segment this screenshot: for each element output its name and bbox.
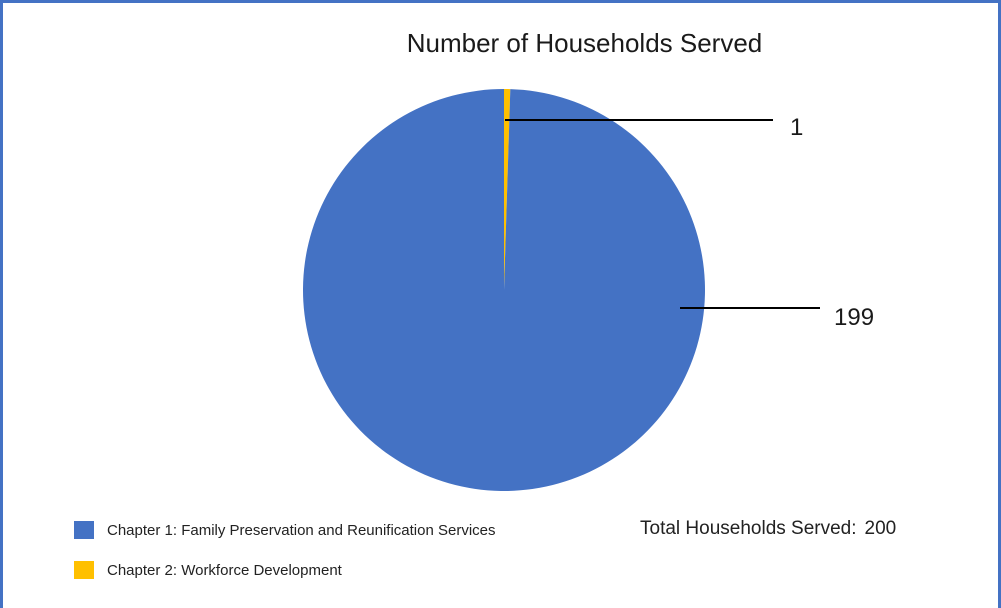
data-label-2: 1 <box>790 114 803 141</box>
legend-item-chapter-1: Chapter 1: Family Preservation and Reuni… <box>74 510 496 550</box>
legend-item-chapter-2: Chapter 2: Workforce Development <box>74 550 496 590</box>
total-label: Total Households Served: <box>640 518 857 539</box>
legend-swatch <box>74 561 94 579</box>
total-households: Total Households Served: 200 <box>640 518 896 540</box>
legend: Chapter 1: Family Preservation and Reuni… <box>74 510 496 590</box>
data-labels: 1 199 <box>790 114 874 331</box>
leader-lines <box>505 119 820 309</box>
total-value: 200 <box>864 518 897 539</box>
chart-title: Number of Households Served <box>406 28 763 58</box>
pie-slice-2 <box>504 89 511 290</box>
pie-slice-1 <box>303 88 705 492</box>
legend-label: Chapter 2: Workforce Development <box>107 561 342 579</box>
data-label-1: 199 <box>834 304 874 331</box>
legend-label: Chapter 1: Family Preservation and Reuni… <box>107 521 496 539</box>
pie-slices <box>303 88 705 492</box>
legend-swatch <box>74 521 94 539</box>
